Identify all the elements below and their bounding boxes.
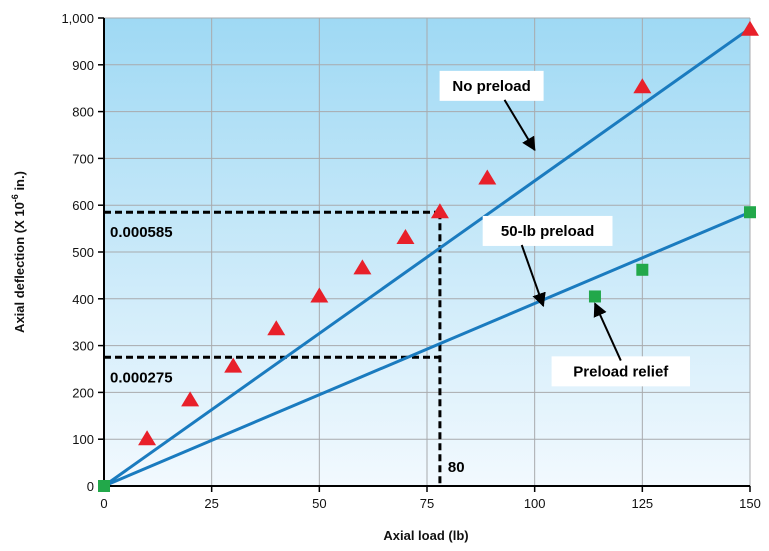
series-0-point-6 xyxy=(396,228,415,244)
annotation-box-0 xyxy=(439,70,544,101)
y-tick-label-6: 600 xyxy=(72,198,94,213)
annotation-box-1 xyxy=(482,215,613,246)
series-layer xyxy=(98,20,759,492)
y-tick-label-3: 300 xyxy=(72,339,94,354)
annotation-0: No preload xyxy=(439,70,544,101)
annotations-layer: No preload 50-lb preload Preload relief xyxy=(439,70,690,387)
grid-layer xyxy=(104,17,751,486)
x-tick-label-6: 150 xyxy=(739,496,761,511)
series-0-point-2 xyxy=(224,357,243,373)
series-0-point-5 xyxy=(353,259,372,275)
series-1-point-1 xyxy=(588,290,601,303)
x-tick-label-0: 0 xyxy=(100,496,107,511)
y-tick-label-8: 800 xyxy=(72,105,94,120)
y-tick-label-4: 400 xyxy=(72,292,94,307)
y-axis-label-exponent: -6 xyxy=(10,194,20,202)
y-tick-label-0: 0 xyxy=(87,479,94,494)
series-line-0 xyxy=(103,27,751,488)
x-tick-label-4: 100 xyxy=(524,496,546,511)
tick-labels-layer: 0 25 50 75 100 125 150 0 100 200 300 400 500 600 700 80… xyxy=(61,11,760,511)
x-tick-label-3: 75 xyxy=(420,496,434,511)
vertical-marker-label: 80 xyxy=(448,459,465,476)
y-tick-label-10: 1,000 xyxy=(61,11,94,26)
series-0-point-4 xyxy=(310,287,329,303)
series-0-point-8 xyxy=(478,169,497,185)
reference-label-1: 0.000275 xyxy=(110,369,173,386)
series-0-point-7 xyxy=(430,203,449,219)
annotation-box-2 xyxy=(551,356,690,387)
annotation-arrow-1 xyxy=(520,244,546,308)
series-0-point-1 xyxy=(181,391,200,407)
annotation-label-1: 50-lb preload xyxy=(501,223,594,240)
annotation-arrow-2 xyxy=(593,302,622,361)
x-tick-label-2: 50 xyxy=(312,496,326,511)
y-tick-label-7: 700 xyxy=(72,151,94,166)
annotation-arrow-0 xyxy=(503,99,536,152)
series-0-point-0 xyxy=(138,430,157,446)
series-1-point-0 xyxy=(98,480,110,492)
x-tick-label-5: 125 xyxy=(631,496,653,511)
axes-layer xyxy=(98,17,751,492)
series-0-point-10 xyxy=(741,20,759,36)
reference-label-0: 0.000585 xyxy=(110,224,173,241)
series-1-point-3 xyxy=(744,206,756,219)
y-tick-label-9: 900 xyxy=(72,58,94,73)
annotation-label-2: Preload relief xyxy=(573,363,669,380)
series-1-point-2 xyxy=(636,263,649,276)
y-tick-label-1: 100 xyxy=(72,432,94,447)
y-axis-label-main: Axial deflection (X 10 xyxy=(12,202,27,333)
x-axis-label: Axial load (lb) xyxy=(383,528,468,543)
series-line-1 xyxy=(103,210,751,488)
y-tick-label-5: 500 xyxy=(72,245,94,260)
y-axis-label-tail: in.) xyxy=(12,171,27,194)
series-0-point-3 xyxy=(267,320,286,336)
annotation-2: Preload relief xyxy=(551,356,690,387)
y-tick-label-2: 200 xyxy=(72,385,94,400)
series-0-point-9 xyxy=(633,78,652,94)
annotation-1: 50-lb preload xyxy=(482,215,613,246)
annotation-label-0: No preload xyxy=(452,78,530,95)
x-tick-label-1: 25 xyxy=(204,496,218,511)
y-axis-label: Axial deflection (X 10-6 in.) xyxy=(10,171,27,333)
reference-lines-layer: 0.000585 0.000275 80 xyxy=(104,210,465,486)
